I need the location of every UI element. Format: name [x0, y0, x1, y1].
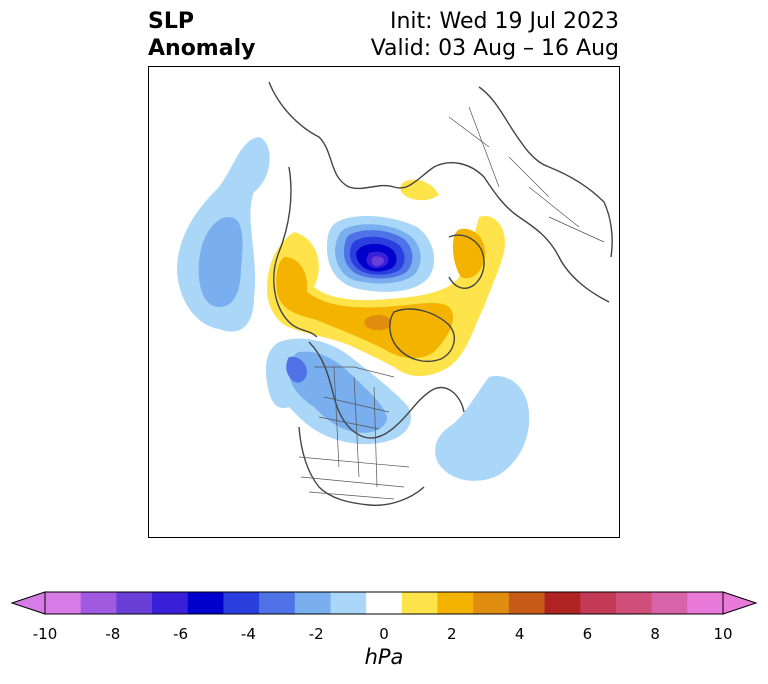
colorbar-segment [473, 592, 510, 614]
colorbar-extend-high [722, 591, 758, 615]
colorbar-tick-label: 8 [650, 625, 660, 643]
colorbar-segment [223, 592, 260, 614]
colorbar-outline [44, 591, 724, 615]
colorbar-units: hPa [364, 645, 404, 669]
colorbar-segment [80, 592, 117, 614]
colorbar-tick-label: 4 [514, 625, 525, 643]
init-date: Init: Wed 19 Jul 2023 [389, 9, 619, 34]
colorbar-tick-label: 6 [582, 625, 593, 643]
borders [298, 106, 605, 500]
north-america-low-anomaly [265, 338, 530, 481]
colorbar-segment [187, 592, 224, 614]
colorbar-tick-label: 2 [447, 625, 457, 643]
colorbar-segments [45, 592, 724, 614]
colorbar-segment [508, 592, 546, 614]
colorbar-segment [259, 592, 296, 614]
colorbar-tick-label: -6 [173, 625, 189, 643]
colorbar-tick-label: 10 [713, 625, 733, 643]
arctic-low-anomaly [327, 215, 435, 292]
coastlines [268, 81, 613, 506]
colorbar-segment [651, 592, 688, 614]
colorbar-tick-label: 0 [379, 625, 389, 643]
valid-range: Valid: 03 Aug – 16 Aug [370, 36, 619, 61]
colorbar-segment [580, 592, 617, 614]
colorbar-tick-label: -10 [32, 625, 58, 643]
pacific-low-anomaly [177, 137, 270, 332]
colorbar-segment [330, 592, 367, 614]
title-line-1: SLP [148, 9, 194, 34]
map-panel [148, 66, 620, 538]
colorbar-segment [544, 592, 581, 614]
colorbar-segment [687, 592, 724, 614]
map-subtitle: Init: Wed 19 Jul 2023 Valid: 03 Aug – 16… [371, 8, 619, 62]
colorbar-segment [366, 592, 403, 614]
colorbar-tick-label: -4 [240, 625, 256, 643]
colorbar-segment [152, 592, 189, 614]
title-line-2: Anomaly [148, 36, 256, 61]
colorbar-tick-label: -2 [308, 625, 324, 643]
colorbar-segment [45, 592, 82, 614]
colorbar-tick-label: -8 [105, 625, 121, 643]
colorbar [10, 591, 758, 615]
anomaly-map [177, 81, 613, 506]
colorbar-segment [116, 592, 153, 614]
colorbar-segment [615, 592, 653, 614]
map-title: SLP Anomaly [148, 8, 255, 62]
colorbar-extend-low [10, 591, 46, 615]
colorbar-segment [294, 592, 331, 614]
colorbar-segment [437, 592, 474, 614]
colorbar-segment [401, 592, 439, 614]
